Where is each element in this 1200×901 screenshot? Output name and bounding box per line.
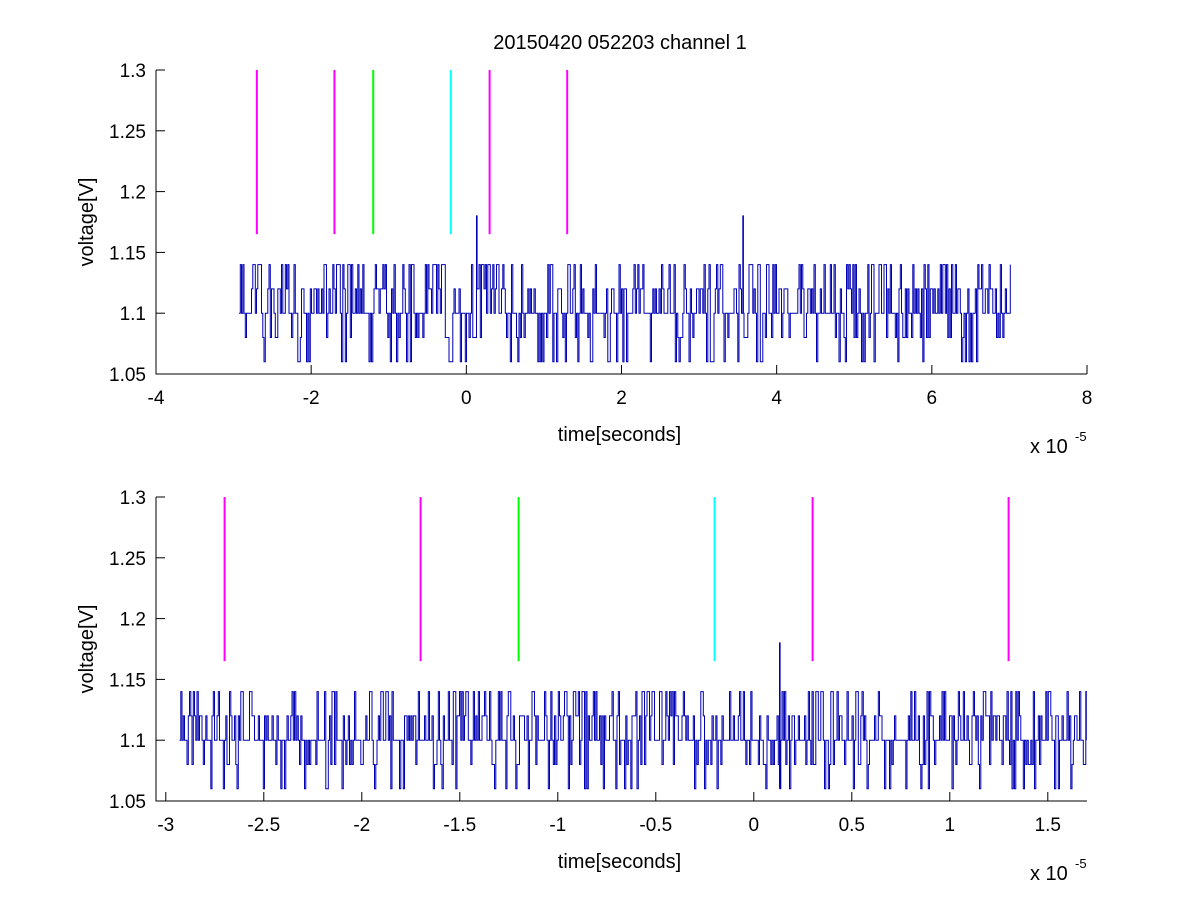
x-tick-label: 1.5 xyxy=(1035,815,1061,836)
x-tick-label: -2 xyxy=(353,815,370,836)
y-tick-label: 1.2 xyxy=(120,183,146,204)
x-axis-label: time[seconds] xyxy=(558,424,681,446)
x-tick-label: 0 xyxy=(749,815,760,836)
x-axis-label: time[seconds] xyxy=(558,851,681,873)
y-tick-label: 1.05 xyxy=(109,365,146,386)
x-tick-label: 8 xyxy=(1082,388,1093,409)
y-tick-label: 1.2 xyxy=(120,610,146,631)
x-exponent-power: -5 xyxy=(1075,429,1087,444)
x-tick-label: 6 xyxy=(927,388,938,409)
x-tick-label: 0.5 xyxy=(839,815,865,836)
y-axis-label: voltage[V] xyxy=(76,178,98,267)
bottom-plot: -3 -2.5 -2 -1.5 -1 -0.5 0 0.5 1 1.5 1.05 1.1 1.15 1.2… xyxy=(76,488,1087,885)
x-tick-label: -3 xyxy=(157,815,174,836)
x-tick-label: 1 xyxy=(945,815,956,836)
x-tick-label: 0 xyxy=(461,388,472,409)
x-tick-label: 4 xyxy=(771,388,782,409)
y-axis-label: voltage[V] xyxy=(76,605,98,694)
x-tick-label: -0.5 xyxy=(639,815,672,836)
figure-title: 20150420 052203 channel 1 xyxy=(493,32,747,54)
y-tick-label: 1.3 xyxy=(120,61,146,82)
y-tick-label: 1.25 xyxy=(109,122,146,143)
y-tick-label: 1.3 xyxy=(120,488,146,509)
y-tick-label: 1.15 xyxy=(109,670,146,691)
x-exponent-label: x 10 xyxy=(1030,863,1068,885)
x-tick-label: -2.5 xyxy=(247,815,280,836)
x-tick-label: -4 xyxy=(148,388,165,409)
y-tick-label: 1.05 xyxy=(109,792,146,813)
x-tick-label: 2 xyxy=(616,388,627,409)
signal-trace xyxy=(179,642,1087,790)
top-plot: -4 -2 0 2 4 6 8 1.05 1.1 1.15 1.2 1.25 1.3 time[secon… xyxy=(76,61,1092,458)
y-tick-label: 1.1 xyxy=(120,731,146,752)
y-tick-label: 1.15 xyxy=(109,243,146,264)
signal-trace xyxy=(239,215,1011,363)
y-tick-label: 1.1 xyxy=(120,304,146,325)
x-tick-label: -1 xyxy=(549,815,566,836)
x-tick-label: -1.5 xyxy=(443,815,476,836)
x-exponent-power: -5 xyxy=(1075,856,1087,871)
x-exponent-label: x 10 xyxy=(1030,436,1068,458)
y-tick-label: 1.25 xyxy=(109,549,146,570)
x-tick-label: -2 xyxy=(303,388,320,409)
